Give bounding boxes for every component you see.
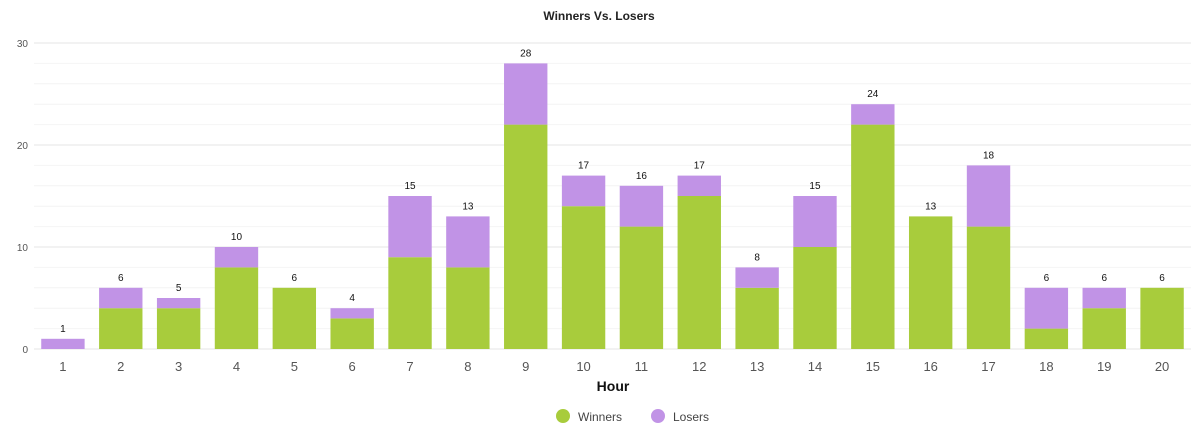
- bar-losers-3: [156, 298, 201, 309]
- data-label-1: 1: [60, 324, 66, 335]
- bar-winners-15: [851, 124, 895, 349]
- bar-losers-1: [41, 338, 85, 349]
- legend-label-winners[interactable]: Winners: [578, 410, 622, 424]
- bar-winners-3: [156, 308, 201, 349]
- y-tick-label: 10: [17, 243, 29, 254]
- bar-winners-10: [561, 206, 606, 349]
- data-label-11: 16: [636, 171, 648, 182]
- legend-marker-losers: [651, 409, 665, 423]
- x-axis: 1 2 3 4 5 6 7 8 9 10 11 12 13 14 15 16 17 18 19 20: [59, 359, 1169, 374]
- data-label-6: 4: [349, 293, 355, 304]
- x-tick-label: 13: [750, 359, 764, 374]
- x-tick-label: 10: [576, 359, 590, 374]
- bar-losers-6: [330, 308, 374, 319]
- bar-losers-8: [446, 216, 490, 268]
- bar-losers-7: [388, 196, 432, 258]
- data-label-17: 18: [983, 150, 995, 161]
- bar-winners-14: [793, 247, 837, 349]
- bar-winners-7: [388, 257, 432, 349]
- bar-losers-15: [851, 104, 895, 125]
- x-tick-label: 18: [1039, 359, 1053, 374]
- chart-title: Winners Vs. Losers: [543, 9, 655, 23]
- bar-losers-10: [561, 175, 606, 207]
- x-tick-label: 5: [291, 359, 298, 374]
- data-label-3: 5: [176, 283, 182, 294]
- bar-losers-9: [504, 63, 548, 125]
- data-label-7: 15: [404, 181, 416, 192]
- bar-losers-13: [735, 267, 779, 288]
- x-tick-label: 16: [923, 359, 937, 374]
- bar-winners-18: [1024, 328, 1069, 349]
- data-label-5: 6: [292, 273, 298, 284]
- x-tick-label: 9: [522, 359, 529, 374]
- data-label-14: 15: [809, 181, 821, 192]
- y-tick-label: 0: [22, 345, 28, 356]
- bar-losers-19: [1082, 287, 1126, 309]
- x-tick-label: 2: [117, 359, 124, 374]
- data-label-4: 10: [231, 232, 243, 243]
- data-label-19: 6: [1101, 273, 1107, 284]
- x-tick-label: 6: [349, 359, 356, 374]
- data-label-13: 8: [754, 252, 760, 263]
- legend: Winners Losers: [556, 409, 709, 424]
- bar-winners-19: [1082, 308, 1126, 349]
- bar-losers-4: [214, 247, 259, 268]
- bar-winners-13: [735, 287, 779, 349]
- bar-winners-17: [966, 226, 1011, 349]
- x-tick-label: 12: [692, 359, 706, 374]
- legend-marker-winners: [556, 409, 570, 423]
- x-tick-label: 3: [175, 359, 182, 374]
- data-label-20: 6: [1159, 273, 1165, 284]
- data-label-9: 28: [520, 48, 532, 59]
- x-tick-label: 19: [1097, 359, 1111, 374]
- bar-losers-2: [99, 287, 143, 309]
- bars: [41, 63, 1184, 349]
- bar-winners-6: [330, 318, 374, 349]
- bar-losers-14: [793, 196, 837, 247]
- y-tick-label: 30: [17, 39, 29, 50]
- data-label-18: 6: [1044, 273, 1050, 284]
- x-tick-label: 20: [1155, 359, 1169, 374]
- x-tick-label: 7: [406, 359, 413, 374]
- data-label-15: 24: [867, 89, 879, 100]
- data-label-8: 13: [462, 201, 474, 212]
- data-label-10: 17: [578, 161, 590, 172]
- bar-winners-4: [214, 267, 259, 349]
- x-tick-label: 15: [866, 359, 880, 374]
- bar-winners-2: [99, 308, 143, 349]
- bar-losers-18: [1024, 287, 1069, 329]
- data-label-16: 13: [925, 201, 937, 212]
- x-tick-label: 14: [808, 359, 822, 374]
- data-label-2: 6: [118, 273, 124, 284]
- bar-winners-20: [1140, 287, 1184, 349]
- bar-winners-12: [677, 196, 721, 349]
- x-tick-label: 11: [635, 359, 649, 374]
- bar-winners-8: [446, 267, 490, 349]
- y-tick-label: 20: [17, 141, 29, 152]
- gridlines: [34, 42, 1191, 350]
- data-label-12: 17: [694, 161, 706, 172]
- bar-winners-9: [504, 124, 548, 349]
- x-tick-label: 1: [59, 359, 66, 374]
- x-tick-label: 8: [464, 359, 471, 374]
- bar-winners-16: [908, 216, 953, 349]
- x-axis-title: Hour: [597, 378, 630, 394]
- bar-losers-17: [966, 165, 1011, 227]
- x-tick-label: 17: [981, 359, 995, 374]
- bar-losers-12: [677, 175, 721, 196]
- x-tick-label: 4: [233, 359, 240, 374]
- legend-label-losers[interactable]: Losers: [673, 410, 709, 424]
- bar-winners-5: [272, 287, 317, 349]
- bar-winners-11: [619, 226, 664, 349]
- y-axis: 0 10 20 30: [17, 39, 29, 356]
- bar-losers-11: [619, 185, 664, 227]
